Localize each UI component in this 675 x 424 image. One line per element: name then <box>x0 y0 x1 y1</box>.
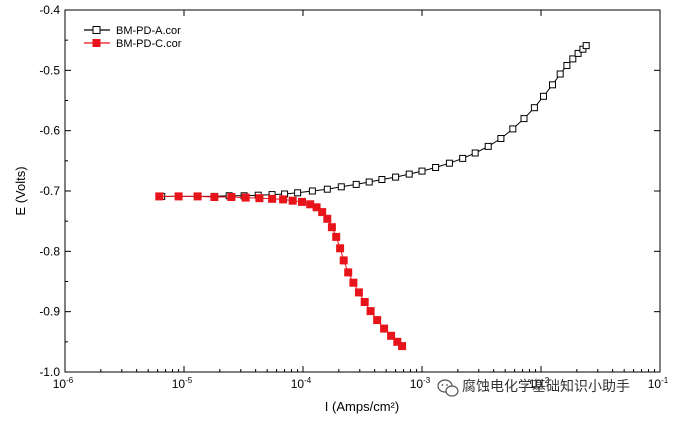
data-point <box>387 331 396 340</box>
data-point <box>392 173 400 181</box>
data-point <box>294 189 302 197</box>
y-axis-title: E (Volts) <box>13 166 28 215</box>
data-point <box>288 196 297 205</box>
data-point <box>471 149 479 157</box>
data-point <box>432 164 440 171</box>
data-point <box>193 192 202 201</box>
data-point <box>339 256 348 265</box>
x-tick-label: 10-5 <box>172 376 193 391</box>
data-point <box>418 167 426 175</box>
data-point <box>308 187 316 195</box>
x-axis-ticks: 10-6 10-5 10-4 10-3 10-2 10-1 <box>53 10 669 391</box>
data-point <box>349 278 358 287</box>
data-point <box>344 268 353 277</box>
data-point <box>380 324 389 333</box>
series-c <box>155 192 407 351</box>
legend-marker-a <box>92 26 101 34</box>
data-point <box>323 214 332 223</box>
data-point <box>540 92 547 100</box>
watermark-text: 腐蚀电化学基础知识小助手 <box>462 378 630 394</box>
data-point <box>354 288 363 297</box>
y-tick-label: -0.4 <box>39 3 60 17</box>
data-point <box>323 185 331 193</box>
data-point <box>509 125 517 133</box>
y-tick-label: -0.6 <box>39 124 60 138</box>
data-point <box>393 337 402 346</box>
data-point <box>255 194 264 203</box>
x-axis-title: I (Amps/cm²) <box>325 399 399 414</box>
data-point <box>520 115 528 123</box>
legend-label-c: BM-PD-C.cor <box>116 38 182 50</box>
data-point <box>484 142 492 150</box>
x-tick-label: 10-6 <box>53 376 74 391</box>
plot-area <box>64 9 661 373</box>
y-tick-label: -1.0 <box>39 365 60 379</box>
data-point <box>497 135 505 142</box>
data-point <box>530 104 538 112</box>
x-tick-label: 10-1 <box>648 376 669 391</box>
data-point <box>336 244 345 253</box>
wechat-icon <box>437 379 459 397</box>
watermark: 腐蚀电化学基础知识小助手 <box>437 378 630 397</box>
data-point <box>268 194 277 203</box>
x-tick-label: 10-3 <box>410 376 431 391</box>
data-point <box>352 180 360 188</box>
data-point <box>378 176 386 183</box>
data-point <box>337 183 345 191</box>
y-tick-label: -0.9 <box>39 305 60 319</box>
data-point <box>405 170 413 178</box>
y-tick-label: -0.5 <box>39 63 60 77</box>
data-point <box>155 192 164 201</box>
data-point <box>227 193 236 201</box>
y-tick-label: -0.7 <box>39 184 60 198</box>
data-point <box>445 159 453 167</box>
data-point <box>582 42 590 50</box>
data-point <box>556 70 564 78</box>
data-point <box>569 55 577 63</box>
data-point <box>373 316 382 325</box>
x-tick-label: 10-2 <box>529 376 550 391</box>
data-point <box>574 49 582 57</box>
series-a <box>158 42 590 200</box>
y-tick-label: -0.8 <box>39 244 60 258</box>
data-point <box>365 178 373 186</box>
data-point <box>174 192 183 201</box>
data-point <box>563 62 571 69</box>
legend: BM-PD-A.cor BM-PD-C.cor <box>84 25 182 50</box>
y-axis-ticks: -0.4 -0.5 -0.6 -0.7 -0.8 -0.9 -1.0 <box>39 3 660 379</box>
data-point <box>366 307 375 316</box>
data-point <box>398 342 407 351</box>
x-tick-label: 10-4 <box>291 376 312 391</box>
data-point <box>318 208 327 217</box>
data-point <box>241 193 250 202</box>
legend-label-a: BM-PD-A.cor <box>116 25 181 37</box>
legend-marker-c <box>92 39 101 47</box>
data-point <box>279 195 288 204</box>
data-point <box>459 154 467 162</box>
data-point <box>332 232 341 241</box>
data-point <box>360 298 369 306</box>
series-layer <box>155 42 590 351</box>
data-point <box>210 193 219 201</box>
data-point <box>327 223 336 232</box>
data-point <box>549 81 556 89</box>
data-point <box>298 197 306 206</box>
data-point <box>312 203 321 212</box>
